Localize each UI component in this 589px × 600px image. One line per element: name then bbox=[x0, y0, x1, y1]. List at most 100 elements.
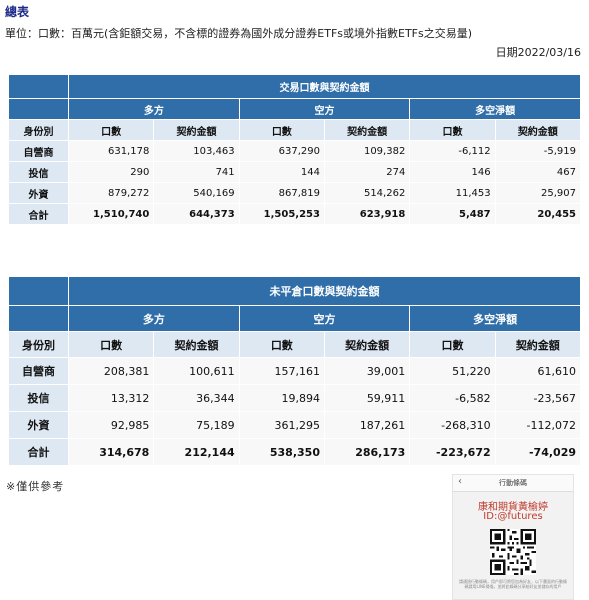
table-cell: 361,295 bbox=[238, 411, 325, 439]
col-header: 口數 bbox=[238, 119, 325, 141]
table-cell: 109,382 bbox=[323, 140, 411, 162]
table-title: 交易口數與契約金額 bbox=[68, 74, 581, 99]
chevron-left-icon[interactable]: ‹ bbox=[458, 476, 462, 487]
report-date: 日期2022/03/16 bbox=[495, 46, 581, 59]
col-header: 口數 bbox=[67, 331, 155, 358]
table-cell: 644,373 bbox=[153, 203, 240, 225]
group-net: 多空淨額 bbox=[409, 98, 581, 120]
table-cell: 314,678 bbox=[67, 438, 155, 466]
table-cell: 13,312 bbox=[67, 384, 155, 412]
col-header: 契約金額 bbox=[323, 331, 411, 358]
table-cell: 867,819 bbox=[238, 182, 325, 204]
corner-cell bbox=[8, 305, 69, 332]
table-cell: 208,381 bbox=[67, 357, 155, 385]
table-row-total: 合計 314,678 212,144 538,350 286,173 -223,… bbox=[8, 438, 582, 466]
table-row: 外資 92,985 75,189 361,295 187,261 -268,31… bbox=[8, 411, 582, 439]
col-header: 口數 bbox=[409, 119, 496, 141]
table-cell: 212,144 bbox=[153, 438, 240, 466]
group-short: 空方 bbox=[238, 98, 411, 120]
table-cell: 144 bbox=[238, 161, 325, 183]
table-row: 自營商 208,381 100,611 157,161 39,001 51,22… bbox=[8, 357, 582, 385]
table-cell: 631,178 bbox=[67, 140, 155, 162]
table-cell: 623,918 bbox=[323, 203, 411, 225]
unit-note: 單位：口數：百萬元(含鉅額交易，不含標的證券為國外成分證券ETFs或境外指數ET… bbox=[5, 27, 473, 40]
open-interest-table: 未平倉口數與契約金額 多方 空方 多空淨額 身份別 口數 契約金額 口數 契約金… bbox=[8, 276, 582, 466]
col-header: 契約金額 bbox=[494, 119, 582, 141]
fine-print: 請通過行動條碼，用戶即可將您加為好友，以下畫面的行動條碼請用LINE掃描，並將此… bbox=[459, 579, 567, 589]
table-cell: 741 bbox=[153, 161, 240, 183]
col-header: 口數 bbox=[409, 331, 496, 358]
col-header: 口數 bbox=[238, 331, 325, 358]
col-header: 契約金額 bbox=[153, 331, 240, 358]
table-cell: 637,290 bbox=[238, 140, 325, 162]
table-cell: 146 bbox=[409, 161, 496, 183]
row-label: 外資 bbox=[8, 411, 69, 439]
group-net: 多空淨額 bbox=[409, 305, 581, 332]
corner-cell bbox=[8, 74, 69, 99]
row-label: 自營商 bbox=[8, 140, 69, 162]
corner-cell bbox=[8, 276, 69, 306]
table-cell: 879,272 bbox=[67, 182, 155, 204]
table-cell: 286,173 bbox=[323, 438, 411, 466]
row-label: 投信 bbox=[8, 384, 69, 412]
table-row: 投信 13,312 36,344 19,894 59,911 -6,582 -2… bbox=[8, 384, 582, 412]
table-cell: 11,453 bbox=[409, 182, 496, 204]
col-header: 契約金額 bbox=[153, 119, 240, 141]
footnote: ※僅供參考 bbox=[6, 480, 65, 493]
card-header-title: 行動條碼 bbox=[499, 479, 527, 487]
identity-header: 身份別 bbox=[8, 331, 69, 358]
page-title: 總表 bbox=[5, 5, 30, 19]
table-row: 外資 879,272 540,169 867,819 514,262 11,45… bbox=[8, 182, 582, 204]
contact-name: 康和期貨黃榆婷 bbox=[478, 502, 548, 513]
trading-volume-table: 交易口數與契約金額 多方 空方 多空淨額 身份別 口數 契約金額 口數 契約金額… bbox=[8, 74, 582, 225]
table-cell: 514,262 bbox=[323, 182, 411, 204]
table-title: 未平倉口數與契約金額 bbox=[68, 276, 581, 306]
row-label: 投信 bbox=[8, 161, 69, 183]
table-cell: 92,985 bbox=[67, 411, 155, 439]
table-cell: 538,350 bbox=[238, 438, 325, 466]
table-cell: -23,567 bbox=[494, 384, 582, 412]
col-header: 契約金額 bbox=[323, 119, 411, 141]
table-cell: 290 bbox=[67, 161, 155, 183]
table-cell: 39,001 bbox=[323, 357, 411, 385]
table-cell: -223,672 bbox=[409, 438, 496, 466]
table-cell: -268,310 bbox=[409, 411, 496, 439]
row-label: 合計 bbox=[8, 438, 69, 466]
card-header: ‹ 行動條碼 bbox=[453, 475, 573, 492]
line-qr-card: ‹ 行動條碼 康和期貨黃榆婷 ID:@futures 請通過行動條碼，用戶即可將… bbox=[452, 474, 574, 600]
table-cell: 36,344 bbox=[153, 384, 240, 412]
table-cell: 5,487 bbox=[409, 203, 496, 225]
table-row-total: 合計 1,510,740 644,373 1,505,253 623,918 5… bbox=[8, 203, 582, 225]
group-short: 空方 bbox=[238, 305, 411, 332]
row-label: 自營商 bbox=[8, 357, 69, 385]
group-long: 多方 bbox=[68, 305, 240, 332]
table-cell: 61,610 bbox=[494, 357, 582, 385]
qr-code-icon bbox=[490, 529, 536, 575]
table-cell: 1,510,740 bbox=[67, 203, 155, 225]
table-cell: 103,463 bbox=[153, 140, 240, 162]
table-cell: 25,907 bbox=[494, 182, 582, 204]
table-cell: 100,611 bbox=[153, 357, 240, 385]
table-cell: -6,112 bbox=[409, 140, 496, 162]
table-row: 投信 290 741 144 274 146 467 bbox=[8, 161, 582, 183]
table-cell: 51,220 bbox=[409, 357, 496, 385]
table-cell: 467 bbox=[494, 161, 582, 183]
contact-id: ID:@futures bbox=[483, 511, 543, 522]
table-cell: 1,505,253 bbox=[238, 203, 325, 225]
corner-cell bbox=[8, 98, 69, 120]
row-label: 外資 bbox=[8, 182, 69, 204]
col-header: 口數 bbox=[67, 119, 155, 141]
identity-header: 身份別 bbox=[8, 119, 69, 141]
table-cell: 540,169 bbox=[153, 182, 240, 204]
col-header: 契約金額 bbox=[494, 331, 582, 358]
table-cell: -112,072 bbox=[494, 411, 582, 439]
table-cell: -6,582 bbox=[409, 384, 496, 412]
group-long: 多方 bbox=[68, 98, 240, 120]
table-cell: 75,189 bbox=[153, 411, 240, 439]
row-label: 合計 bbox=[8, 203, 69, 225]
table-row: 自營商 631,178 103,463 637,290 109,382 -6,1… bbox=[8, 140, 582, 162]
table-cell: 19,894 bbox=[238, 384, 325, 412]
table-cell: -74,029 bbox=[494, 438, 582, 466]
table-cell: 20,455 bbox=[494, 203, 582, 225]
table-cell: 274 bbox=[323, 161, 411, 183]
